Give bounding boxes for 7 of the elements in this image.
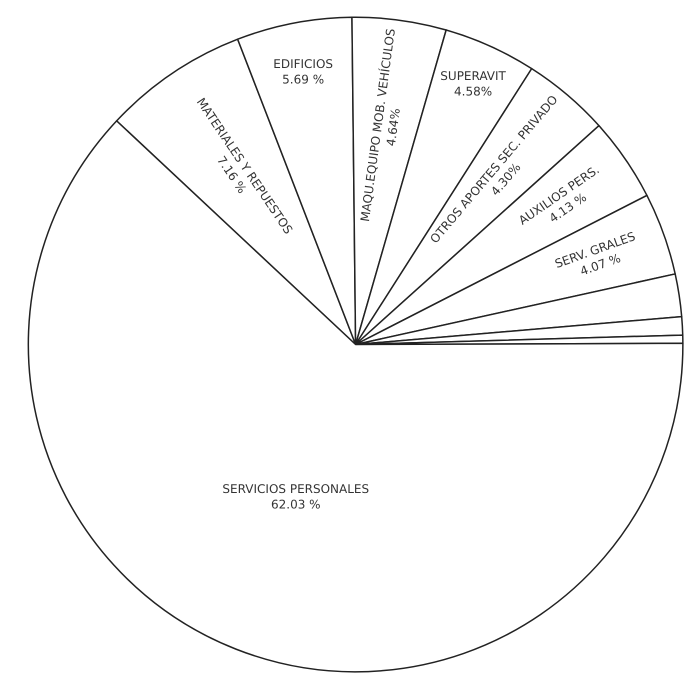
data-label: 4.64% [384, 107, 403, 148]
slice-label: SERVICIOS PERSONALES [222, 482, 370, 496]
data-label: 4.58% [454, 84, 492, 98]
slice-label: SUPERAVIT [440, 68, 507, 83]
data-label: 62.03 % [270, 498, 321, 512]
slice-label: EDIFICIOS [273, 56, 334, 71]
data-label: 5.69 % [282, 72, 324, 86]
